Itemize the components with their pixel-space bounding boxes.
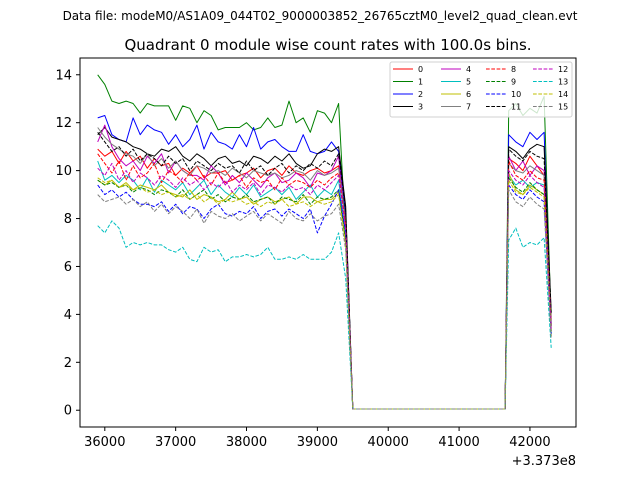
x-offset-label: +3.373e8 <box>512 454 576 469</box>
y-tick-label: 8 <box>64 212 72 227</box>
plot-area: 36000 37000 38000 39000 40000 41000 42000+3.37… <box>55 57 577 469</box>
y-tick-label: 2 <box>64 356 72 371</box>
legend-label-13: 13 <box>558 78 568 87</box>
x-tick-label: 41000 <box>438 435 479 450</box>
x-tick-label: 39000 <box>297 435 338 450</box>
y-tick-label: 4 <box>64 308 72 323</box>
legend-label-14: 14 <box>558 90 568 99</box>
suptitle: Data file: modeM0/AS1A09_044T02_90000038… <box>63 9 578 23</box>
x-tick-label: 40000 <box>368 435 409 450</box>
axes-frame <box>79 57 577 428</box>
legend-label-8: 8 <box>511 65 516 74</box>
x-tick-label: 37000 <box>155 435 196 450</box>
legend-label-2: 2 <box>418 90 423 99</box>
y-tick-label: 14 <box>55 68 72 83</box>
legend-label-3: 3 <box>418 103 423 112</box>
y-tick-label: 10 <box>55 164 72 179</box>
legend-label-10: 10 <box>511 90 521 99</box>
chart-title: Quadrant 0 module wise count rates with … <box>124 36 531 54</box>
y-tick-label: 0 <box>64 404 72 419</box>
y-tick-label: 6 <box>64 260 72 275</box>
series-line-14 <box>97 177 552 410</box>
y-tick-label: 12 <box>55 116 72 131</box>
legend-label-12: 12 <box>558 65 568 74</box>
legend-label-0: 0 <box>418 65 423 74</box>
legend-label-7: 7 <box>466 103 471 112</box>
series-line-15 <box>97 189 552 410</box>
legend-label-6: 6 <box>466 90 471 99</box>
legend-label-4: 4 <box>466 65 471 74</box>
legend-label-5: 5 <box>466 78 471 87</box>
x-tick-label: 36000 <box>84 435 125 450</box>
x-tick-label: 38000 <box>226 435 267 450</box>
x-tick-label: 42000 <box>509 435 550 450</box>
legend-label-11: 11 <box>511 103 521 112</box>
legend-label-9: 9 <box>511 78 516 87</box>
legend-box <box>389 61 573 118</box>
legend-label-1: 1 <box>418 78 423 87</box>
legend-label-15: 15 <box>558 103 568 112</box>
